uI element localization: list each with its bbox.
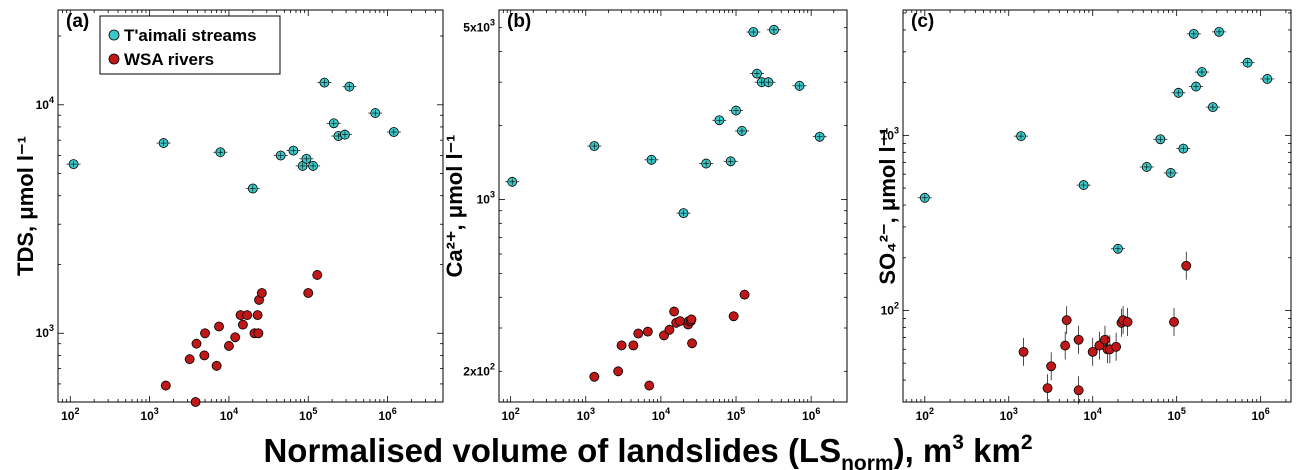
data-point-rivers bbox=[1061, 315, 1072, 326]
x-tick-label: 106 bbox=[1251, 406, 1269, 423]
panel-3-plot: 102 103 104 105 106 102 103 bbox=[881, 10, 1291, 423]
data-point-rivers bbox=[1111, 341, 1122, 352]
data-point-rivers bbox=[628, 340, 639, 351]
data-point-rivers bbox=[589, 371, 600, 382]
data-point-rivers bbox=[1169, 317, 1179, 327]
data-point-rivers bbox=[211, 360, 222, 371]
data-point-rivers bbox=[199, 350, 210, 361]
data-point-rivers bbox=[256, 288, 267, 298]
y-tick-label: 104 bbox=[36, 95, 54, 112]
x-tick-label: 106 bbox=[378, 406, 396, 423]
legend-marker-rivers bbox=[108, 53, 120, 65]
x-tick-label: 105 bbox=[299, 406, 317, 423]
panel-b-ylabel: Ca²⁺, μmol l⁻¹ bbox=[442, 134, 467, 277]
panel-c-tag: (c) bbox=[911, 11, 934, 32]
data-point-rivers bbox=[613, 366, 624, 377]
panel-1-plot: 102 103 104 105 106 103 104 bbox=[36, 10, 444, 423]
data-point-rivers bbox=[1073, 385, 1084, 396]
data-point-rivers bbox=[1046, 361, 1057, 372]
data-point-rivers bbox=[1181, 260, 1192, 271]
data-point-rivers bbox=[190, 397, 201, 407]
data-point-rivers bbox=[253, 328, 264, 339]
data-point-rivers bbox=[230, 332, 241, 343]
x-tick-label: 103 bbox=[577, 406, 595, 423]
panel-c-frame bbox=[902, 9, 1292, 403]
panel-a-frame bbox=[57, 9, 444, 403]
data-point-rivers bbox=[669, 306, 680, 317]
panel-b-frame bbox=[498, 9, 848, 403]
data-point-rivers bbox=[739, 289, 750, 300]
data-point-rivers bbox=[686, 314, 697, 325]
data-point-rivers bbox=[642, 326, 653, 337]
legend-marker-streams bbox=[108, 29, 120, 41]
data-point-rivers bbox=[633, 328, 644, 339]
x-tick-label: 102 bbox=[916, 406, 934, 423]
x-tick-label: 103 bbox=[1000, 406, 1018, 423]
legend: T'aimali streams WSA rivers bbox=[99, 15, 281, 75]
data-point-rivers bbox=[728, 311, 739, 322]
data-point-rivers bbox=[200, 328, 210, 339]
data-point-rivers bbox=[242, 310, 253, 321]
x-tick-label: 103 bbox=[140, 406, 158, 423]
y-tick-label: 5x103 bbox=[463, 18, 495, 35]
data-point-rivers bbox=[184, 354, 195, 365]
y-tick-label: 103 bbox=[477, 189, 495, 206]
legend-label-streams: T'aimali streams bbox=[124, 26, 257, 45]
data-point-rivers bbox=[224, 341, 234, 351]
data-point-rivers bbox=[1060, 340, 1071, 351]
data-point-rivers bbox=[303, 288, 314, 298]
x-tick-label: 102 bbox=[501, 406, 519, 423]
x-tick-label: 102 bbox=[61, 406, 79, 423]
x-tick-label: 104 bbox=[652, 406, 670, 423]
data-point-rivers bbox=[687, 338, 697, 349]
data-point-rivers bbox=[160, 380, 171, 391]
data-point-rivers bbox=[1087, 346, 1098, 357]
x-tick-label: 104 bbox=[1084, 406, 1102, 423]
data-point-rivers bbox=[1018, 346, 1029, 357]
data-point-rivers bbox=[644, 380, 655, 391]
data-point-rivers bbox=[237, 319, 248, 330]
legend-box bbox=[99, 15, 281, 75]
x-tick-label: 105 bbox=[1167, 406, 1185, 423]
panel-c-ylabel: SO₄²⁻, μmol l⁻¹ bbox=[875, 127, 900, 284]
data-point-rivers bbox=[312, 270, 323, 280]
data-point-rivers bbox=[214, 321, 224, 332]
legend-label-rivers: WSA rivers bbox=[124, 50, 214, 69]
data-point-rivers bbox=[1122, 317, 1133, 327]
data-point-rivers bbox=[616, 340, 627, 351]
panel-2-plot: 102 103 104 105 106 2x102 103 5x103 bbox=[463, 10, 848, 423]
x-tick-label: 105 bbox=[727, 406, 745, 423]
data-point-rivers bbox=[1100, 334, 1110, 345]
data-point-rivers bbox=[664, 324, 675, 335]
data-point-rivers bbox=[191, 338, 202, 349]
y-tick-label: 102 bbox=[881, 300, 899, 317]
x-tick-label: 104 bbox=[220, 406, 238, 423]
data-point-rivers bbox=[1094, 340, 1105, 351]
x-axis-label: Normalised volume of landslides (LSnorm)… bbox=[263, 431, 1032, 470]
data-point-rivers bbox=[252, 310, 263, 321]
data-point-rivers bbox=[1042, 383, 1053, 394]
x-tick-label: 106 bbox=[802, 406, 820, 423]
panel-a-ylabel: TDS, μmol l⁻¹ bbox=[13, 136, 38, 276]
y-tick-label: 2x102 bbox=[463, 361, 495, 378]
data-point-rivers bbox=[1073, 334, 1084, 345]
panel-a-tag: (a) bbox=[66, 11, 89, 32]
panel-b-tag: (b) bbox=[507, 11, 531, 32]
y-tick-label: 103 bbox=[36, 323, 54, 340]
y-tick-label: 103 bbox=[881, 125, 899, 142]
